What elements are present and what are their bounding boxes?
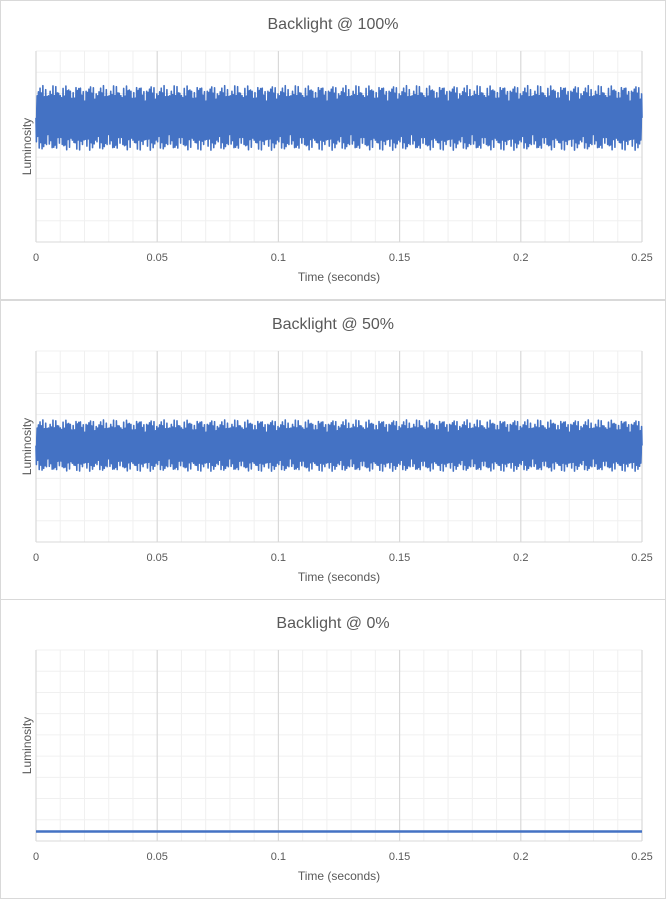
chart-panel-3: Backlight @ 0% 0 0.05 0.1 0.15 0.2 0.25 Time (s…: [0, 599, 666, 899]
x-tick-label: 0.25: [631, 252, 652, 264]
y-axis-label: Luminosity: [20, 418, 34, 475]
x-tick-label: 0: [33, 552, 39, 564]
x-tick-label: 0.15: [389, 851, 410, 863]
chart-panel-2: Backlight @ 50% 0 0.05 0.1 0.15 0.2 0.25 Time (…: [0, 300, 666, 600]
x-tick-label: 0: [33, 851, 39, 863]
x-tick-label: 0.15: [389, 252, 410, 264]
x-axis-label: Time (seconds): [298, 869, 380, 883]
x-tick-label: 0.1: [271, 252, 286, 264]
x-axis-label: Time (seconds): [298, 570, 380, 584]
chart-svg-3: Backlight @ 0% 0 0.05 0.1 0.15 0.2 0.25 Time (s…: [20, 615, 653, 883]
x-axis-label: Time (seconds): [298, 270, 380, 284]
x-tick-label: 0.15: [389, 552, 410, 564]
series-line-1: [35, 84, 643, 151]
chart-panel-1: Backlight @ 100% 0 0.05 0.1 0.15 0.2 0.25 Time …: [0, 0, 666, 300]
x-tick-label: 0.05: [146, 851, 167, 863]
x-tick-label: 0.05: [146, 252, 167, 264]
x-tick-label: 0.1: [271, 851, 286, 863]
chart-svg-1: Backlight @ 100% 0 0.05 0.1 0.15 0.2 0.25 Time …: [20, 16, 653, 284]
chart-title: Backlight @ 0%: [276, 615, 389, 632]
chart-title: Backlight @ 50%: [272, 316, 394, 333]
chart-title: Backlight @ 100%: [268, 16, 399, 33]
chart-svg-2: Backlight @ 50% 0 0.05 0.1 0.15 0.2 0.25 Time (…: [20, 316, 653, 584]
plot-grid: [35, 649, 643, 842]
x-tick-label: 0.1: [271, 552, 286, 564]
y-axis-label: Luminosity: [20, 717, 34, 774]
y-axis-label: Luminosity: [20, 118, 34, 175]
x-tick-label: 0.25: [631, 552, 652, 564]
x-tick-label: 0.05: [146, 552, 167, 564]
x-tick-label: 0.2: [513, 851, 528, 863]
x-tick-label: 0.2: [513, 552, 528, 564]
x-tick-label: 0: [33, 252, 39, 264]
x-tick-label: 0.2: [513, 252, 528, 264]
series-line-1: [35, 419, 643, 472]
x-tick-label: 0.25: [631, 851, 652, 863]
